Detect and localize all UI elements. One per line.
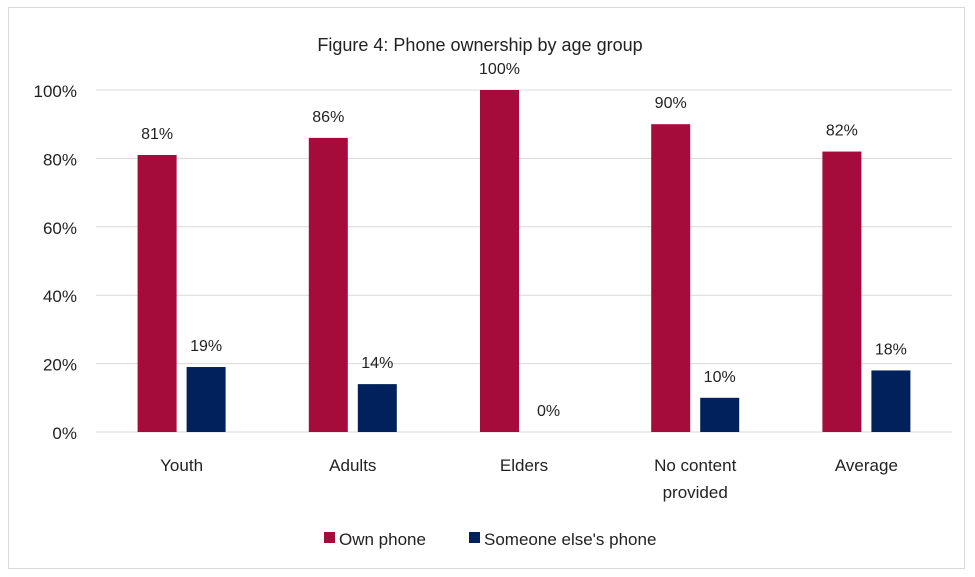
bar [137, 154, 177, 433]
legend-swatch [469, 532, 480, 543]
data-labels: 81% 19% 86% 14% 100% 0% 90% 10% 82% 18% [141, 61, 907, 420]
data-label: 18% [875, 341, 907, 358]
y-tick-label: 60% [43, 219, 77, 238]
bars [137, 90, 911, 433]
bar [308, 137, 348, 432]
data-label: 82% [826, 123, 858, 140]
x-tick-label: Elders [500, 456, 548, 475]
data-label: 100% [479, 61, 520, 78]
legend-label: Own phone [339, 530, 426, 549]
bar-chart: Figure 4: Phone ownership by age group 0… [34, 35, 952, 549]
data-label: 81% [141, 126, 173, 143]
x-tick-label: provided [663, 483, 728, 502]
bar [357, 384, 397, 432]
bar [871, 370, 911, 432]
legend-swatch [324, 532, 335, 543]
bar [480, 90, 519, 432]
bar [186, 367, 226, 432]
x-axis-ticks: Youth Adults Elders No content provided Avera… [160, 456, 898, 502]
y-tick-label: 40% [43, 287, 77, 306]
data-label: 10% [704, 369, 736, 386]
y-tick-label: 0% [52, 424, 77, 443]
bar [822, 151, 862, 432]
data-label: 14% [361, 355, 393, 372]
gridlines [96, 89, 952, 433]
y-tick-label: 20% [43, 356, 77, 375]
bar [700, 397, 740, 432]
data-label: 19% [190, 338, 222, 355]
chart-title: Figure 4: Phone ownership by age group [317, 35, 642, 55]
data-label: 0% [537, 403, 560, 420]
legend: Own phone Someone else's phone [324, 530, 656, 549]
y-tick-label: 80% [43, 150, 77, 169]
x-tick-label: Adults [329, 456, 376, 475]
bar [651, 124, 691, 432]
data-label: 86% [312, 109, 344, 126]
y-tick-label: 100% [34, 82, 77, 101]
data-label: 90% [655, 95, 687, 112]
legend-label: Someone else's phone [484, 530, 656, 549]
chart-frame: Figure 4: Phone ownership by age group 0… [8, 7, 965, 569]
x-tick-label: Average [835, 456, 898, 475]
x-tick-label: Youth [160, 456, 203, 475]
x-tick-label: No content [654, 456, 736, 475]
y-axis-ticks: 0% 20% 40% 60% 80% 100% [34, 82, 77, 443]
